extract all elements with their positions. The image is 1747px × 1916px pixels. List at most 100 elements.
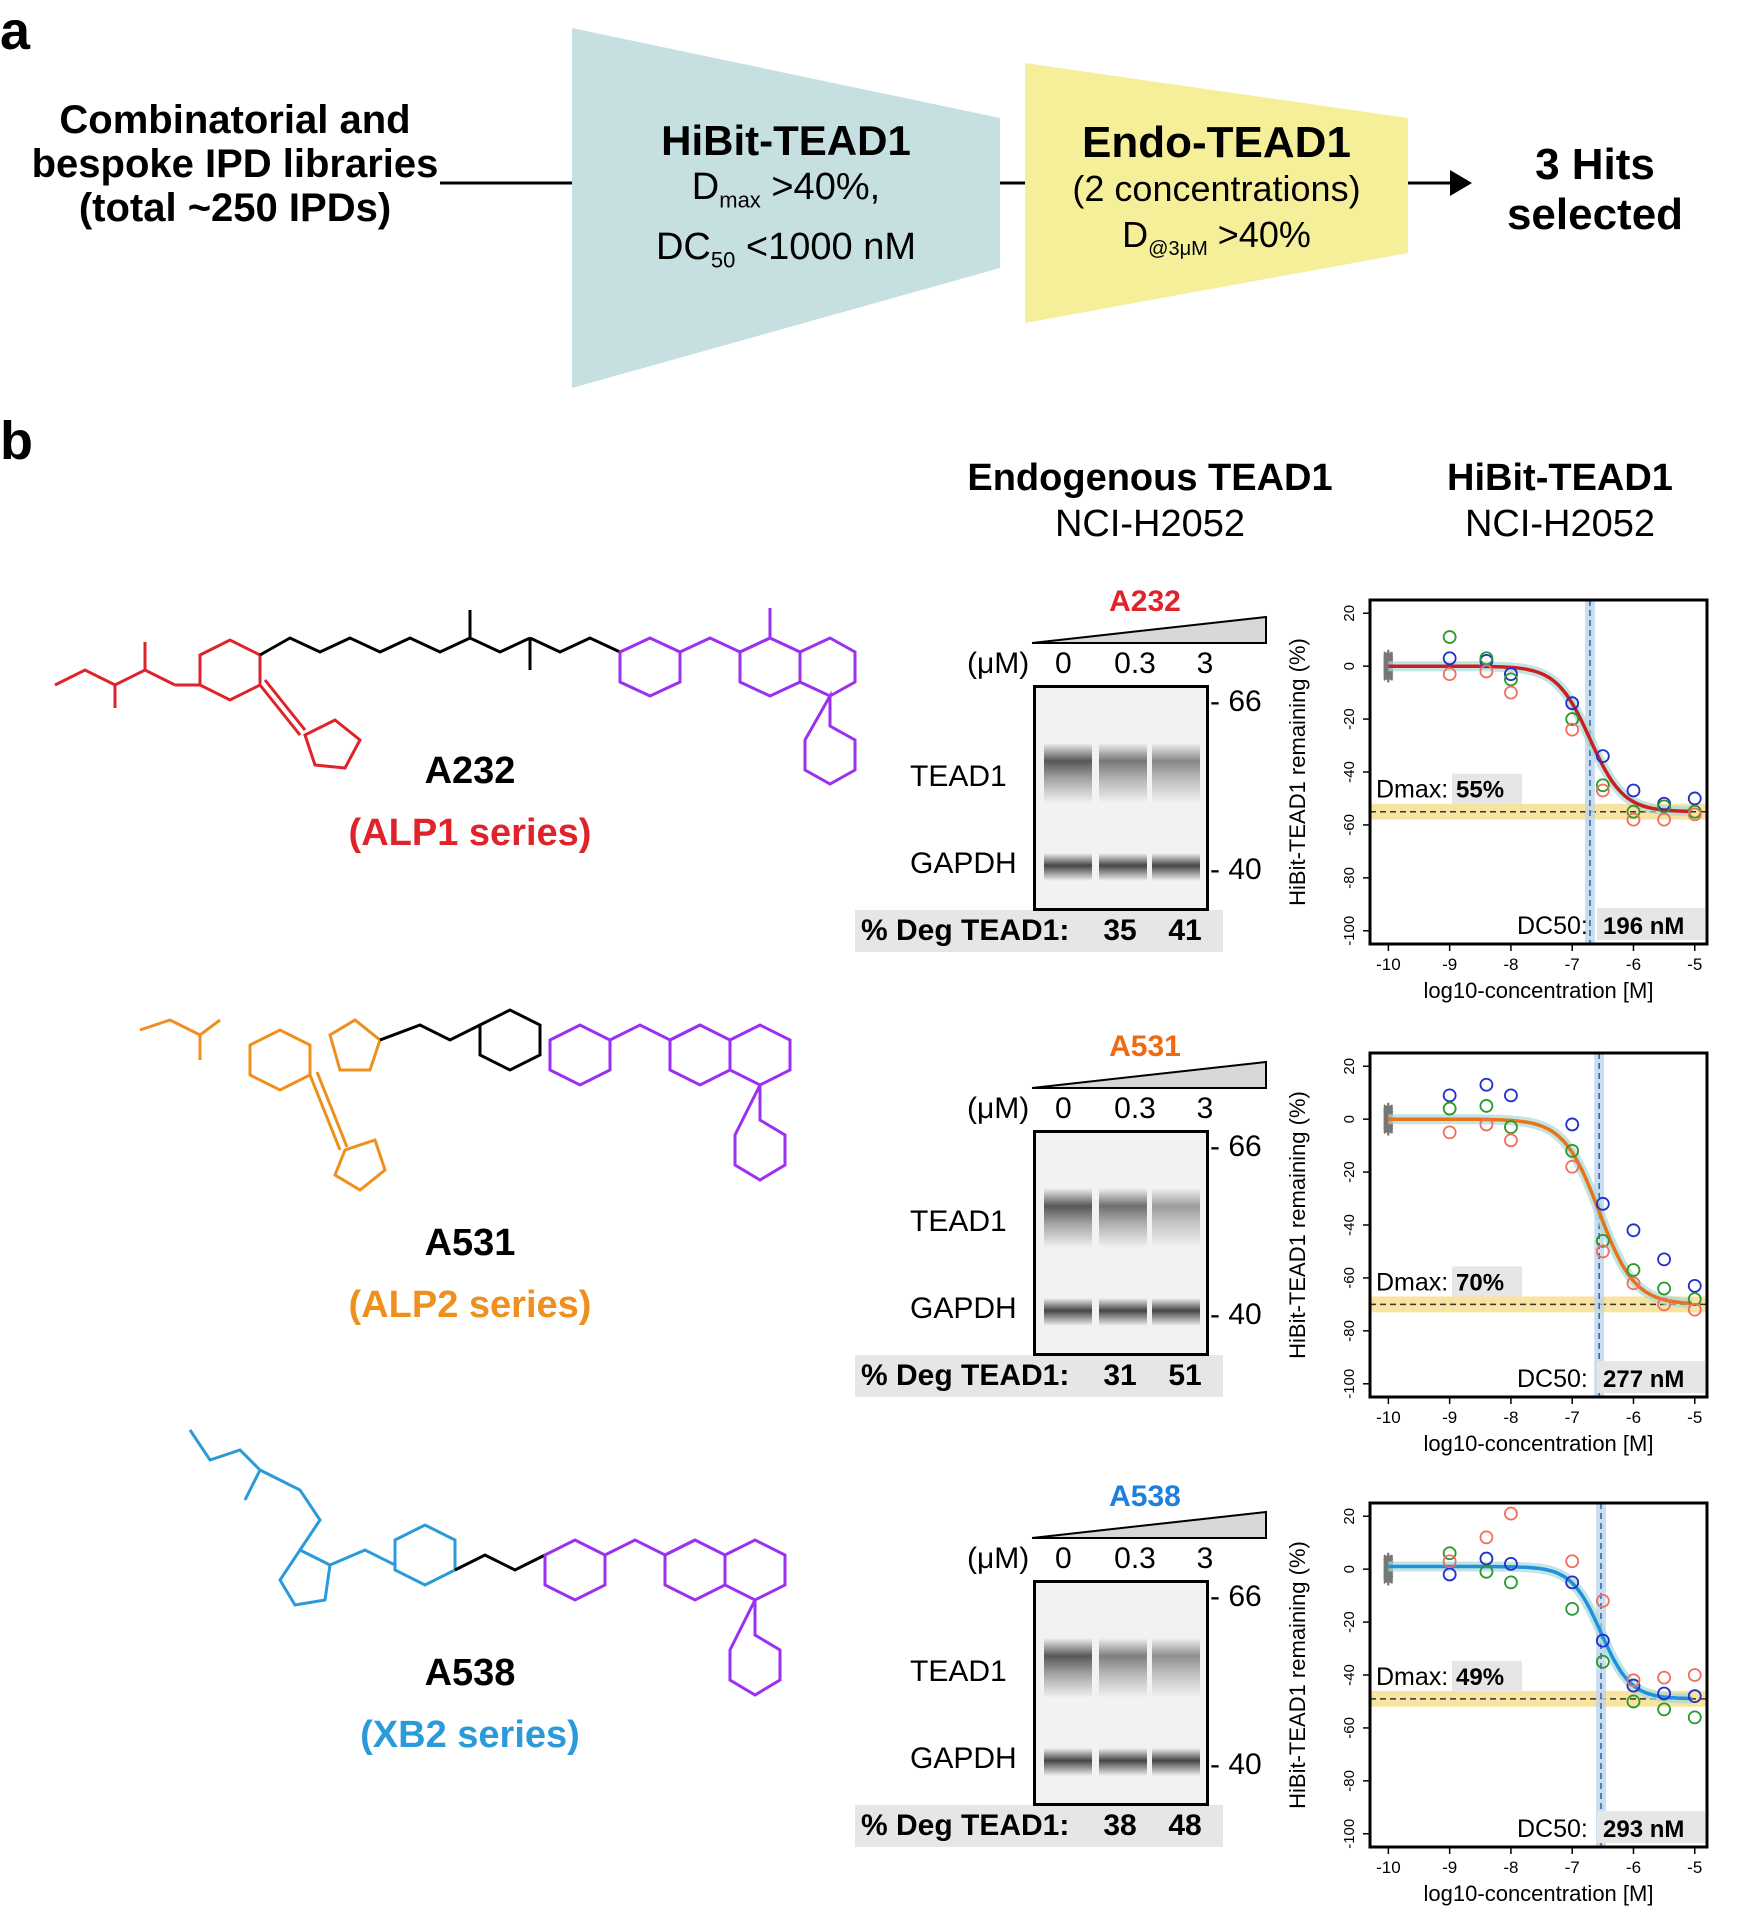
x-axis-label: log10-concentration [M] [1424,978,1654,1003]
data-point [1565,1117,1580,1132]
degradation-bar: % Deg TEAD1: 38 48 [855,1805,1223,1847]
control-point: ✱ [1382,656,1394,672]
data-point [1657,812,1672,827]
data-point [1657,1702,1672,1717]
gapdh-band [1152,853,1200,881]
conc-unit: (μM) [967,647,1030,680]
data-point [1687,1302,1702,1317]
dmax-value-bg [1452,1660,1522,1691]
tead1-band [1152,1638,1200,1698]
data-point [1504,672,1518,687]
tead1-band [1099,743,1147,803]
gapdh-band [1152,1748,1200,1776]
y-tick-label: -60 [1341,814,1358,836]
conc-value: 0 [1055,647,1072,680]
y-tick-label: -40 [1341,761,1358,783]
control-point: ✱ [1382,1570,1394,1586]
dmax-band [1370,1296,1707,1313]
conc-unit: (μM) [967,1092,1030,1125]
endo-column-title: Endogenous TEAD1 [967,457,1333,499]
x-tick-label: -7 [1565,1858,1580,1877]
control-point: ✱ [1382,666,1394,682]
data-point [1442,630,1457,644]
funnel-endo-d3: D@3μM >40% [1122,214,1311,261]
control-point: ✱ [1382,1565,1394,1581]
plot-frame [1368,598,1709,946]
y-tick-label: -100 [1341,1369,1358,1399]
band-label: GAPDH [910,847,1017,880]
funnel-hibit-text: HiBit-TEAD1 Dmax >40%, DC50 <1000 nM [572,118,1000,283]
dc50-label: DC50: [1517,1365,1588,1393]
hits-label: 3 Hits selected [1475,140,1715,240]
data-point [1595,1654,1610,1669]
band-label: TEAD1 [910,1205,1007,1238]
blot-compound-title: A531 [1109,1030,1181,1063]
dmax-value: 55% [1456,777,1504,804]
panel-b-letter: b [0,411,33,471]
gapdh-band [1099,1298,1147,1326]
data-point [1626,1263,1641,1277]
mw-marker: - 40 [1210,1298,1262,1331]
data-point [1565,1575,1580,1590]
data-point [1565,1601,1580,1616]
conc-value: 3 [1196,1092,1214,1125]
data-point [1442,1567,1457,1582]
data-point [1626,812,1641,827]
control-point: ✱ [1382,1104,1394,1120]
control-point: ✱ [1382,651,1394,667]
data-point [1479,1564,1494,1579]
tead1-band [1099,1188,1147,1248]
data-point [1504,1120,1518,1134]
deg-value: 41 [1168,914,1202,947]
blot-panel: A232 (μM) 0 0.3 3 TEAD1 GAPDH - 66 - 40 … [855,585,1275,965]
control-point: ✱ [1382,1557,1394,1573]
y-tick-label: -60 [1341,1267,1358,1289]
gapdh-band [1099,853,1147,881]
structure-a531 [139,1008,792,1192]
libraries-line: bespoke IPD libraries [31,142,439,186]
control-point: ✱ [1382,1100,1394,1116]
y-tick-label: -80 [1341,1320,1358,1342]
deg-label: % Deg TEAD1: [861,914,1070,947]
y-axis-label: HiBit-TEAD1 remaining (%) [1285,1541,1310,1809]
conc-value: 0.3 [1114,1542,1156,1575]
blot-panel: A531 (μM) 0 0.3 3 TEAD1 GAPDH - 66 - 40 … [855,1030,1275,1410]
data-point [1504,1133,1518,1148]
dc50-value-bg [1597,1361,1705,1393]
data-point [1626,1223,1641,1238]
data-point [1626,1694,1641,1709]
data-point [1595,749,1610,764]
x-tick-label: -6 [1626,1408,1641,1427]
control-point: ✱ [1382,664,1394,680]
hibit-column-cell: NCI-H2052 [1464,503,1656,545]
data-point [1595,778,1610,793]
control-point: ✱ [1382,1113,1394,1129]
gapdh-band [1044,1748,1092,1776]
y-tick-label: 0 [1341,1115,1358,1123]
dmax-label: Dmax: [1376,776,1448,804]
endo-column-header: Endogenous TEAD1 NCI-H2052 [880,455,1420,547]
deg-value: 31 [1103,1359,1137,1392]
data-point [1565,1144,1580,1158]
panel-a-letter: a [0,1,31,61]
funnel-hibit-title: HiBit-TEAD1 [661,117,911,164]
compound-series: (ALP2 series) [348,1284,592,1326]
data-point [1657,799,1672,814]
control-point: ✱ [1382,647,1394,663]
x-tick-label: -5 [1687,1858,1702,1877]
control-point: ✱ [1382,1120,1394,1136]
data-point [1565,1159,1580,1174]
control-point: ✱ [1382,1554,1394,1570]
y-tick-label: 0 [1341,1565,1358,1573]
dc50-label: DC50: [1517,1815,1588,1843]
control-point: ✱ [1382,1569,1394,1585]
data-point [1442,1546,1457,1561]
control-point: ✱ [1382,1106,1394,1122]
conc-value: 3 [1196,1542,1214,1575]
funnel-hibit-shape [572,28,1000,388]
compound-name: A538 [424,1652,516,1694]
plot-frame [1368,1051,1709,1399]
control-point: ✱ [1382,649,1394,665]
data-point [1687,807,1702,822]
y-tick-label: -80 [1341,867,1358,889]
